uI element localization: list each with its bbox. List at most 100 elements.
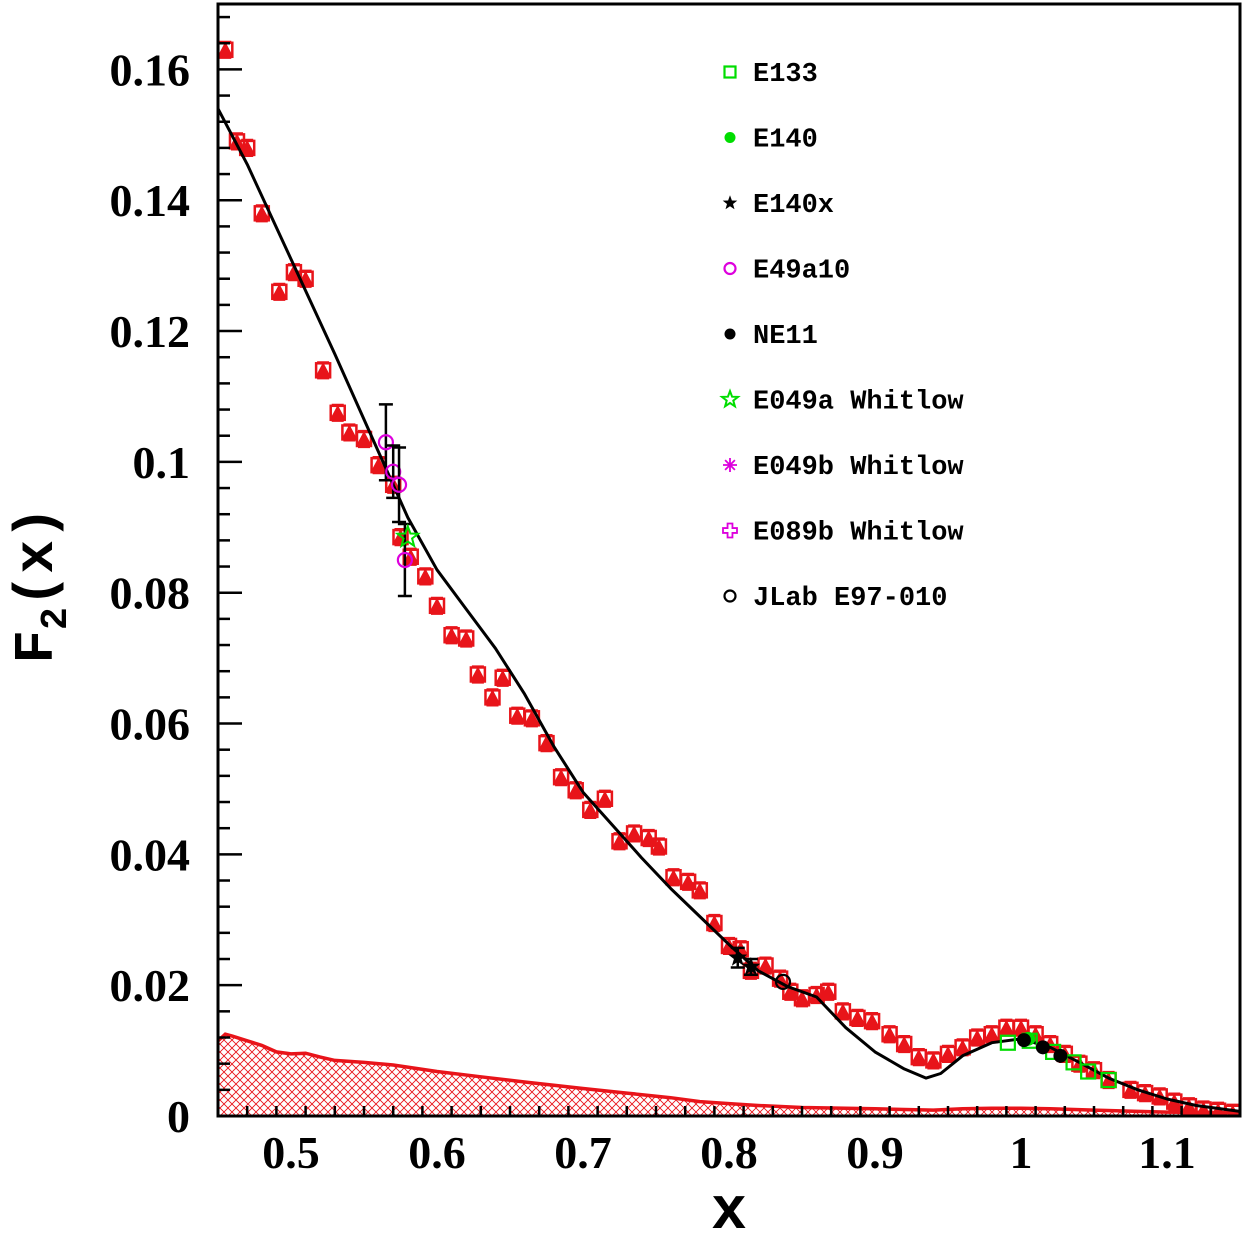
error-bar <box>397 522 412 598</box>
error-bar <box>378 403 393 482</box>
legend-marker <box>719 388 741 409</box>
legend-item-e049a-whitlow: E049a Whitlow <box>719 388 964 418</box>
model-point <box>509 706 526 725</box>
model-point <box>469 665 487 684</box>
calculation-curve <box>218 108 1240 1113</box>
model-point <box>494 668 511 687</box>
y-axis-title-subscript: 2 <box>35 607 78 630</box>
y-tick-label: 0 <box>167 1091 190 1142</box>
data-point <box>774 973 792 991</box>
y-tick-label: 0.1 <box>133 437 191 488</box>
data-point <box>394 523 421 549</box>
series-e049a-whitlow <box>394 523 421 549</box>
model-point <box>650 837 668 856</box>
y-tick-label: 0.06 <box>110 699 191 750</box>
model-point <box>596 789 614 808</box>
model-point <box>954 1038 971 1057</box>
y-axis-title: F2(x) <box>5 506 78 663</box>
legend-marker <box>723 261 737 276</box>
legend-marker <box>722 522 738 539</box>
x-tick-label: 0.7 <box>554 1127 612 1178</box>
model-point <box>968 1028 986 1047</box>
model-points-layer <box>218 40 1240 1116</box>
legend-marker <box>723 589 737 603</box>
legend-item-ne11: NE11 <box>724 322 818 352</box>
data-point <box>1080 1063 1097 1080</box>
svg-text:F2(x): F2(x) <box>5 506 78 663</box>
model-point <box>341 423 358 442</box>
model-point <box>849 1008 866 1027</box>
data-point <box>1035 1040 1050 1055</box>
model-point <box>329 403 346 422</box>
data-point <box>1100 1071 1117 1089</box>
y-tick-label: 0.04 <box>110 829 191 880</box>
series-e49a10 <box>377 403 413 598</box>
legend-item-e133: E133 <box>723 60 818 90</box>
data-point <box>1053 1048 1068 1063</box>
model-point <box>625 824 643 843</box>
plot-frame <box>216 2 1242 1118</box>
y-tick-label: 0.14 <box>110 175 191 226</box>
data-point <box>1065 1054 1082 1071</box>
legend-item-jlab-e97-010: JLab E97-010 <box>723 584 947 614</box>
legend-label: E133 <box>753 60 818 90</box>
legend-item-e049b-whitlow: E049b Whitlow <box>723 453 964 483</box>
series-e140x <box>728 946 761 976</box>
legend-item-e089b-whitlow: E089b Whitlow <box>722 519 964 549</box>
data-point <box>1016 1033 1031 1048</box>
legend-label: E140 <box>753 126 818 156</box>
y-tick-label: 0.02 <box>110 960 191 1011</box>
data-point <box>741 957 761 975</box>
data-point <box>377 434 394 451</box>
model-point <box>881 1025 898 1044</box>
model-point <box>271 282 288 301</box>
y-axis-title-rest: (x) <box>5 506 69 607</box>
model-point <box>417 567 434 586</box>
y-tick-label: 0.16 <box>110 44 191 95</box>
model-point <box>939 1044 957 1063</box>
model-point <box>314 361 332 380</box>
legend-marker <box>724 132 736 143</box>
model-point <box>863 1012 881 1031</box>
x-tick-label: 0.5 <box>262 1127 320 1178</box>
model-point <box>370 456 387 475</box>
y-tick-label: 0.12 <box>110 306 191 357</box>
model-point <box>443 626 460 645</box>
legend-label: JLab E97-010 <box>753 584 947 614</box>
legend-label: E140x <box>753 191 834 221</box>
x-tick-label: 1.1 <box>1138 1127 1196 1178</box>
ticks-layer: 0.5 0.6 0.7 0.8 0.9 1 1.1 0 0.02 0.04 0.06 0.08 0.1 0… <box>110 15 1242 1178</box>
legend-marker <box>724 328 736 340</box>
y-axis-title-main: F <box>5 630 69 664</box>
x-tick-label: 0.8 <box>700 1127 758 1178</box>
model-point <box>691 881 709 900</box>
model-point <box>552 768 570 787</box>
model-point <box>238 138 256 158</box>
x-axis-title: x <box>711 1179 747 1236</box>
model-point <box>428 596 446 615</box>
series-jlab-e97-010 <box>774 973 792 991</box>
series-ne11 <box>1016 1033 1068 1063</box>
model-point <box>457 629 475 648</box>
legend-label: NE11 <box>753 322 818 352</box>
legend-item-e140x: E140x <box>722 191 834 221</box>
data-point <box>999 1034 1016 1051</box>
legend-marker <box>723 65 737 79</box>
legend-label: E049b Whitlow <box>753 453 964 483</box>
legend-item-e49a10: E49a10 <box>723 257 850 287</box>
data-point <box>390 476 408 493</box>
y-tick-label: 0.08 <box>110 568 191 619</box>
model-point <box>582 800 599 819</box>
x-tick-label: 0.9 <box>846 1127 904 1178</box>
x-tick-label: 1 <box>1010 1127 1033 1178</box>
legend-item-e140: E140 <box>724 126 818 156</box>
model-point <box>355 429 373 449</box>
data-point <box>728 947 748 966</box>
model-point <box>484 688 501 707</box>
model-point <box>998 1018 1015 1037</box>
legend-label: E089b Whitlow <box>753 519 964 549</box>
data-point <box>396 551 413 569</box>
legend-label: E049a Whitlow <box>753 388 964 418</box>
